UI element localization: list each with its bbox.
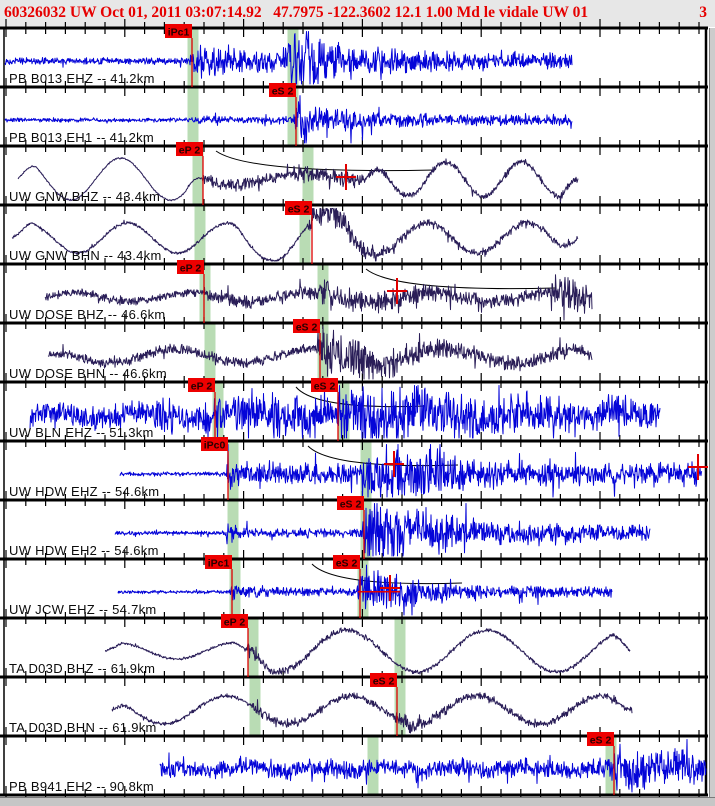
- phase-pick-flag[interactable]: [165, 24, 192, 38]
- phase-pick-label: eP 2: [179, 145, 201, 157]
- phase-pick-label: iPc1: [208, 558, 230, 570]
- window-right-border: [709, 28, 715, 806]
- phase-pick-label: iPc0: [204, 440, 226, 452]
- amplitude-cross-bar: [384, 463, 404, 465]
- trace-label: UW DOSE BHZ -- 46.6km: [9, 307, 166, 322]
- phase-pick-flag[interactable]: [176, 142, 203, 156]
- phase-pick-label: iPc1: [168, 27, 190, 39]
- phase-window-band: [394, 676, 406, 736]
- time-tick-marks: [5, 314, 700, 332]
- waveform-trace[interactable]: [17, 157, 579, 203]
- waveform-trace[interactable]: [111, 692, 633, 734]
- time-tick-marks: [5, 727, 700, 745]
- waveform-trace[interactable]: [29, 385, 661, 439]
- amplitude-cross-bar: [688, 466, 708, 468]
- trace-label: UW HDW EHZ -- 54.6km: [9, 484, 159, 499]
- phase-window-band: [287, 86, 299, 146]
- phase-window-band: [360, 440, 372, 500]
- phase-pick-label: eS 2: [590, 735, 612, 747]
- trace-label: UW GNW BHZ -- 43.4km: [9, 189, 160, 204]
- time-tick-marks: [5, 137, 700, 155]
- trace-label: UW JCW EHZ -- 54.7km: [9, 602, 157, 617]
- window-bottom-border: [0, 797, 715, 806]
- coda-decay-curve: [365, 268, 556, 290]
- phase-pick-flag[interactable]: [285, 201, 312, 215]
- phase-pick-label: eS 2: [272, 86, 294, 98]
- trace-label: UW HDW EH2 -- 54.6km: [9, 543, 159, 558]
- page-indicator: 3: [699, 3, 707, 21]
- phase-pick-label: eS 2: [336, 558, 358, 570]
- amplitude-cross-bar: [387, 290, 407, 292]
- phase-pick-flag[interactable]: [370, 673, 397, 687]
- phase-pick-flag[interactable]: [177, 260, 204, 274]
- waveform-trace[interactable]: [159, 739, 707, 793]
- trace-label: UW BLN EHZ -- 51.3km: [9, 425, 154, 440]
- phase-window-band: [194, 204, 206, 264]
- trace-label: UW DOSE BHN -- 46.6km: [9, 366, 167, 381]
- phase-pick-flag[interactable]: [188, 378, 215, 392]
- event-title-bar: 60326032 UW Oct 01, 2011 03:07:14.92 47.…: [0, 0, 715, 27]
- phase-pick-flag[interactable]: [269, 83, 296, 97]
- phase-pick-label: eS 2: [296, 322, 318, 334]
- phase-pick-label: eS 2: [373, 676, 395, 688]
- event-summary-text: 60326032 UW Oct 01, 2011 03:07:14.92 47.…: [4, 3, 589, 21]
- waveform-trace[interactable]: [104, 627, 631, 675]
- time-tick-marks: [5, 255, 700, 273]
- phase-pick-label: eS 2: [340, 499, 362, 511]
- time-tick-marks: [5, 432, 700, 450]
- waveform-trace[interactable]: [4, 95, 573, 144]
- phase-window-band: [204, 322, 216, 382]
- phase-window-band: [249, 676, 261, 736]
- phase-pick-label: eP 2: [191, 381, 213, 393]
- phase-pick-flag[interactable]: [205, 555, 232, 569]
- waveform-trace[interactable]: [4, 31, 573, 85]
- phase-pick-label: eS 2: [288, 204, 310, 216]
- waveform-trace[interactable]: [117, 564, 613, 616]
- phase-pick-flag[interactable]: [587, 732, 614, 746]
- time-tick-marks: [5, 491, 700, 509]
- phase-window-band: [187, 86, 199, 146]
- trace-label: UW GNW BHN -- 43.4km: [9, 248, 162, 263]
- waveform-trace[interactable]: [114, 503, 651, 557]
- trace-label: TA D03D BHZ -- 61.9km: [9, 661, 155, 676]
- trace-label: PB B013 EH1 -- 41.2km: [9, 130, 154, 145]
- phase-pick-flag[interactable]: [311, 378, 338, 392]
- trace-label: PB B013 EHZ -- 41.2km: [9, 71, 155, 86]
- phase-window-band: [367, 735, 379, 795]
- time-tick-marks: [5, 550, 700, 568]
- trace-label: PB B941 EH2 -- 90.8km: [9, 779, 154, 794]
- phase-window-band: [287, 27, 299, 87]
- phase-pick-flag[interactable]: [293, 319, 320, 333]
- time-tick-marks: [5, 786, 700, 804]
- phase-pick-label: eP 2: [180, 263, 202, 275]
- phase-window-band: [394, 617, 406, 677]
- phase-pick-label: eP 2: [224, 617, 246, 629]
- waveform-trace[interactable]: [119, 444, 703, 498]
- time-tick-marks: [5, 668, 700, 686]
- time-tick-marks: [5, 196, 700, 214]
- phase-pick-flag[interactable]: [201, 437, 228, 451]
- phase-window-band: [192, 145, 204, 205]
- phase-window-band: [299, 204, 311, 264]
- waveform-trace[interactable]: [11, 208, 579, 262]
- phase-pick-label: eS 2: [314, 381, 336, 393]
- amplitude-cross-bar: [336, 176, 356, 178]
- time-tick-marks: [5, 78, 700, 96]
- phase-pick-flag[interactable]: [333, 555, 360, 569]
- time-tick-marks: [5, 19, 700, 37]
- amplitude-measure-line: [358, 591, 400, 593]
- phase-window-band: [247, 617, 259, 677]
- trace-label: TA D03D BHN -- 61.9km: [9, 720, 157, 735]
- waveform-trace[interactable]: [44, 274, 593, 321]
- phase-pick-flag[interactable]: [337, 496, 364, 510]
- phase-window-band: [227, 499, 239, 559]
- phase-pick-flag[interactable]: [221, 614, 248, 628]
- amplitude-cross-bar: [380, 587, 400, 589]
